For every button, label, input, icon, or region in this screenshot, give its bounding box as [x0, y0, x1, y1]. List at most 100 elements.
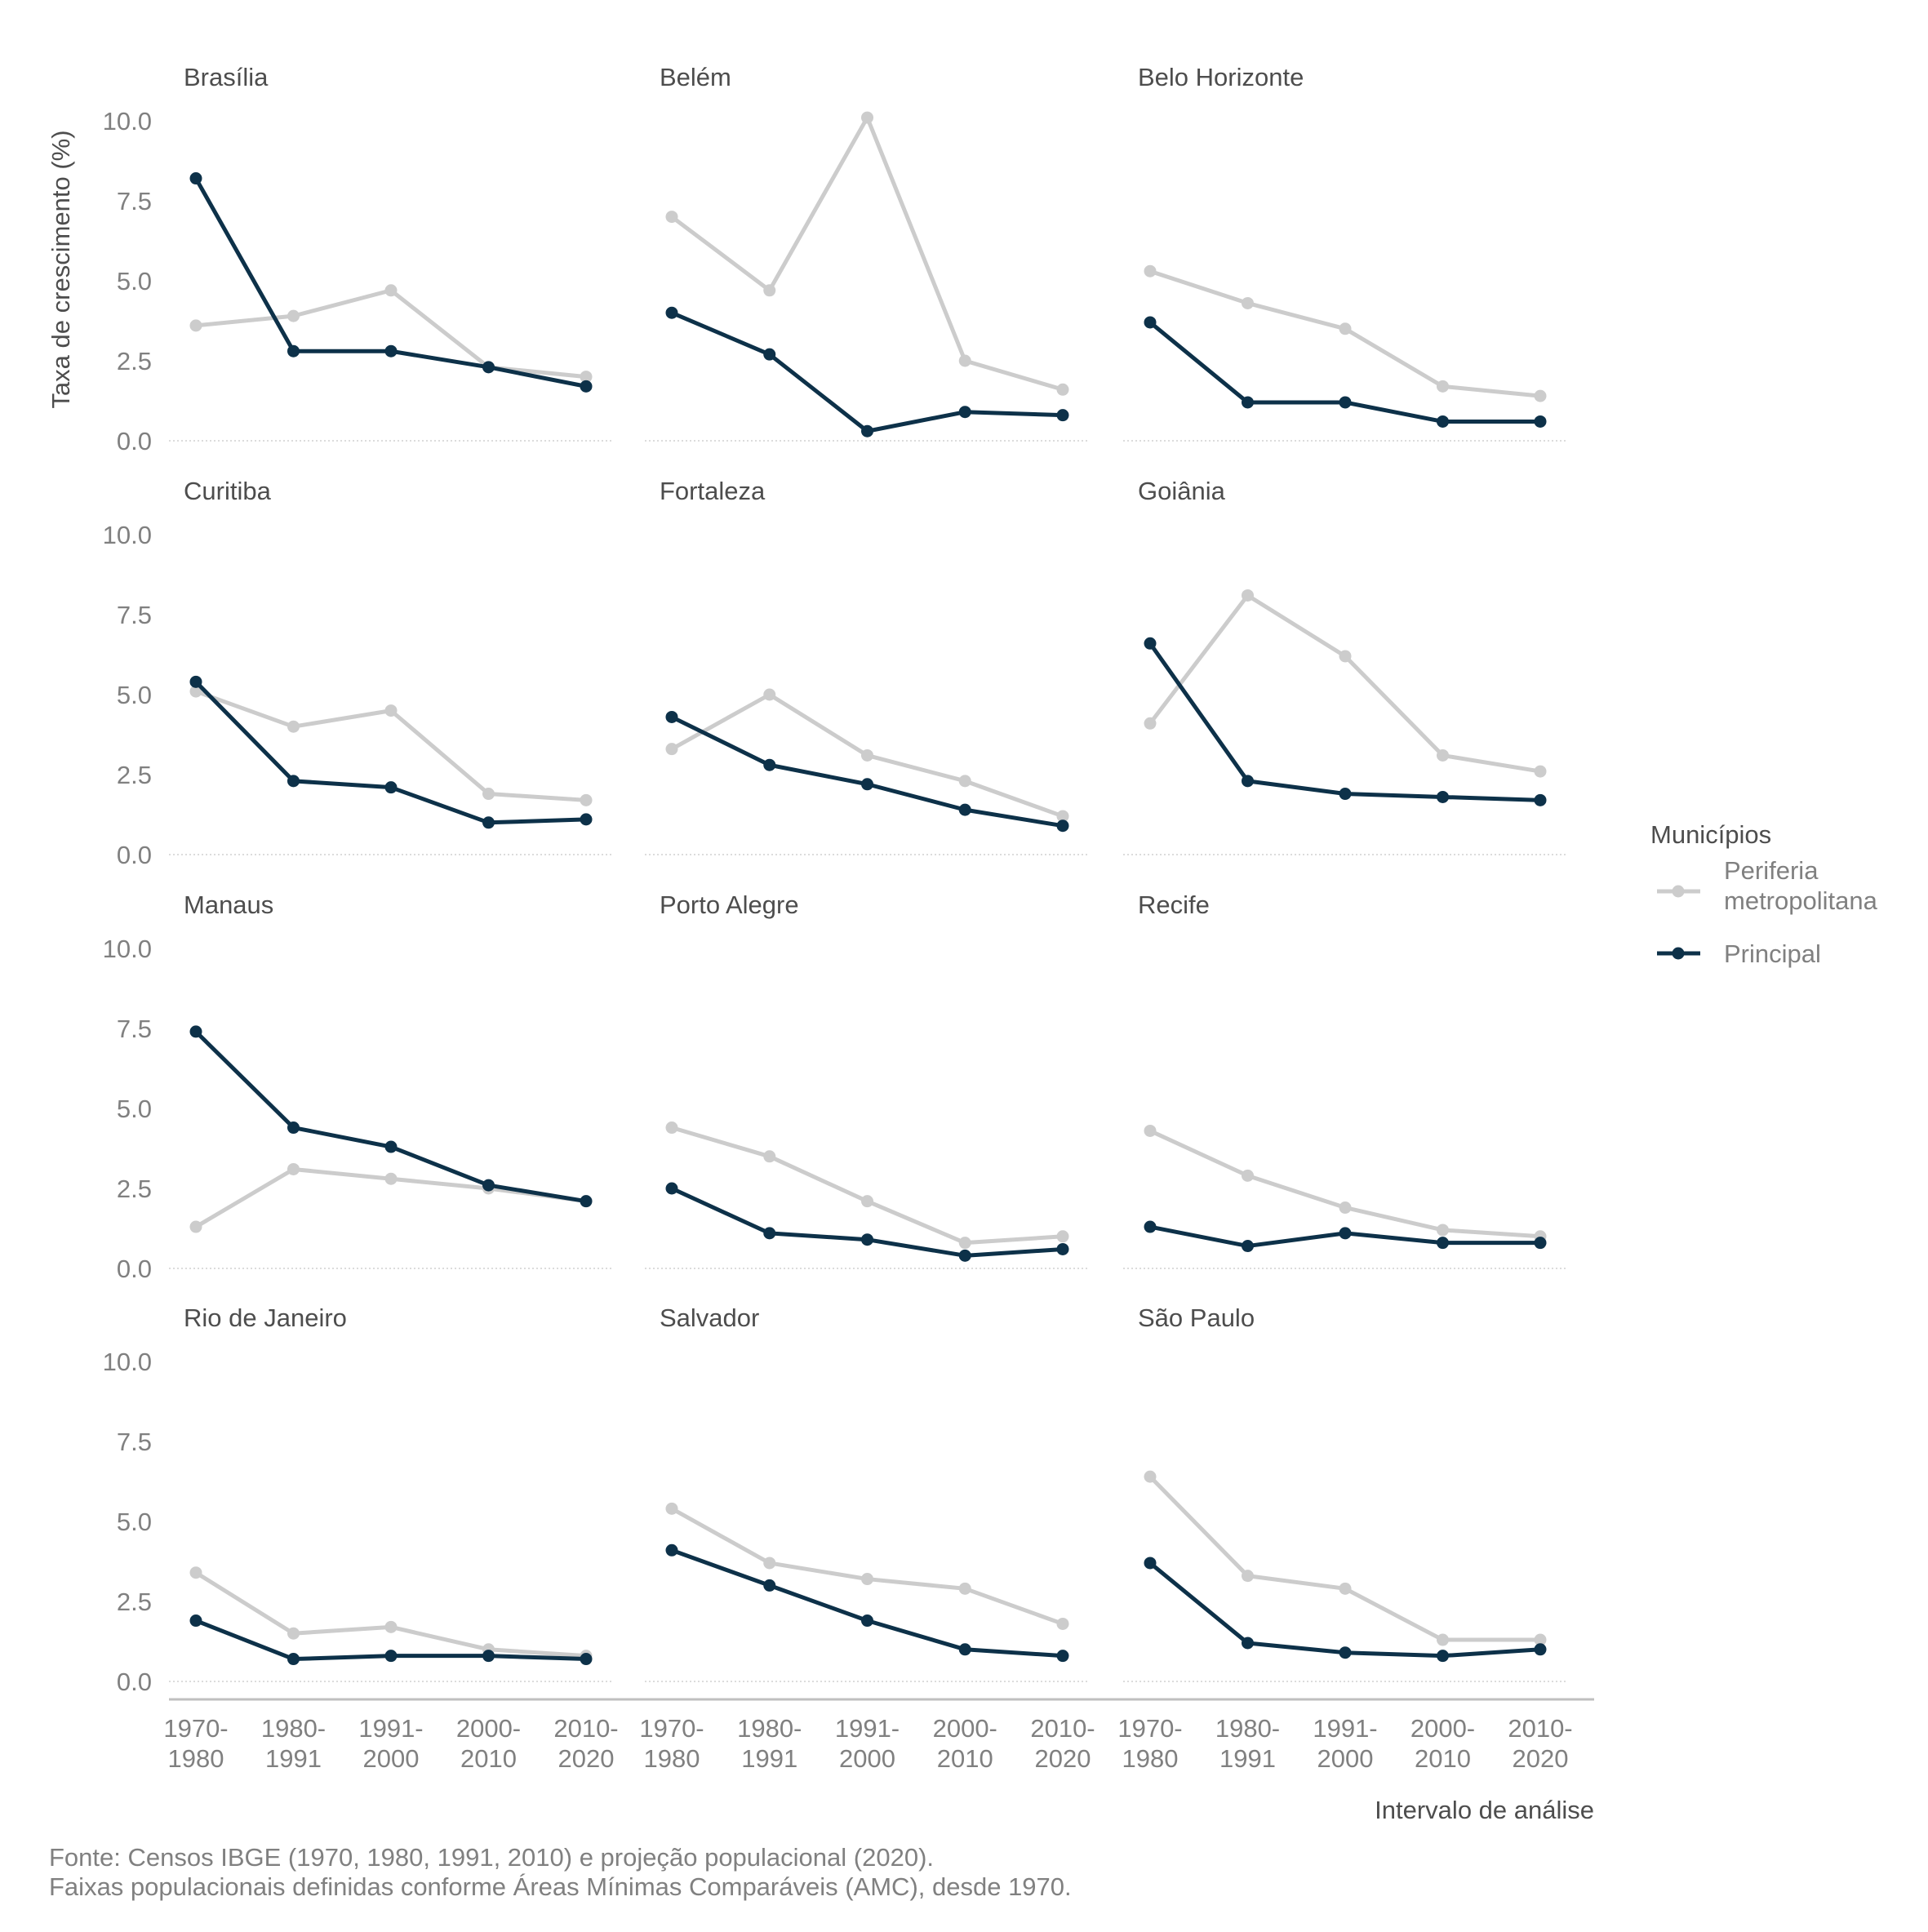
x-tick-label: 1980: [1122, 1744, 1179, 1773]
x-tick-label: 2010-: [1030, 1714, 1095, 1743]
caption-note: Faixas populacionais definidas conforme …: [49, 1872, 1072, 1901]
principal-point: [1534, 1643, 1547, 1656]
principal-point: [958, 1249, 971, 1262]
y-tick-label: 5.0: [117, 681, 152, 709]
y-tick-label: 2.5: [117, 347, 152, 375]
principal-point: [1339, 1646, 1352, 1659]
principal-point: [1056, 409, 1069, 422]
principal-point: [958, 1643, 971, 1656]
principal-point: [763, 1579, 776, 1592]
principal-point: [665, 710, 678, 723]
x-tick-label: 2000-: [933, 1714, 997, 1743]
periferia-point: [1056, 1230, 1069, 1243]
periferia-point: [287, 1162, 300, 1175]
principal-point: [1056, 819, 1069, 833]
periferia-point: [580, 371, 593, 384]
facet-panel: Fortaleza: [645, 477, 1090, 855]
principal-point: [763, 348, 776, 361]
facet-panel: Brasília 0.0 2.5 5.0 7.5 10.0: [103, 63, 613, 455]
facet-title: Belém: [660, 63, 731, 91]
periferia-point: [1534, 765, 1547, 778]
periferia-point: [958, 1237, 971, 1250]
y-tick-label: 5.0: [117, 1095, 152, 1123]
periferia-point: [1144, 1470, 1157, 1483]
periferia-point: [1144, 1124, 1157, 1137]
x-tick-label: 2000-: [456, 1714, 521, 1743]
y-tick-label: 7.5: [117, 187, 152, 215]
principal-point: [763, 758, 776, 771]
principal-point: [482, 1650, 495, 1663]
y-axis-title: Taxa de crescimento (%): [47, 130, 75, 408]
periferia-point: [1242, 1570, 1254, 1583]
principal-point: [1339, 396, 1352, 409]
principal-point: [189, 675, 202, 688]
x-tick-label: 2010-: [1508, 1714, 1572, 1743]
x-tick-label: 1970-: [163, 1714, 228, 1743]
periferia-line: [1148, 1129, 1541, 1239]
y-tick-label: 2.5: [117, 1175, 152, 1203]
x-axis-title: Intervalo de análise: [1375, 1796, 1594, 1824]
periferia-point: [861, 748, 873, 762]
facet-title: Salvador: [660, 1304, 759, 1332]
y-tick-label: 5.0: [117, 1508, 152, 1536]
x-tick-label: 1980-: [261, 1714, 326, 1743]
periferia-line: [670, 115, 1064, 392]
principal-line: [194, 680, 587, 825]
y-tick-label: 10.0: [103, 935, 152, 963]
principal-point: [1534, 793, 1547, 806]
facet-panel: Porto Alegre: [645, 890, 1090, 1269]
periferia-point: [1437, 380, 1449, 393]
periferia-point: [1242, 1169, 1254, 1182]
principal-point: [580, 813, 593, 826]
periferia-point: [1056, 810, 1069, 823]
periferia-point: [665, 1502, 678, 1515]
periferia-point: [1339, 1582, 1352, 1595]
facet-title: Belo Horizonte: [1138, 63, 1304, 91]
periferia-point: [1242, 296, 1254, 309]
periferia-point: [1534, 1633, 1547, 1646]
x-tick-label: 2020: [1035, 1744, 1091, 1773]
principal-point: [958, 803, 971, 816]
periferia-point: [580, 793, 593, 806]
facet-title: Rio de Janeiro: [184, 1304, 347, 1332]
principal-point: [189, 172, 202, 185]
x-tick-label: 1991-: [1313, 1714, 1377, 1743]
periferia-point: [1242, 588, 1254, 602]
principal-point: [1242, 775, 1254, 788]
principal-point: [189, 1614, 202, 1628]
periferia-point: [189, 1566, 202, 1579]
periferia-point: [482, 788, 495, 801]
periferia-point: [1339, 650, 1352, 663]
periferia-point: [1437, 748, 1449, 762]
x-tick-label: 1991-: [358, 1714, 423, 1743]
x-tick-label: 1991-: [835, 1714, 900, 1743]
principal-point: [1144, 637, 1157, 650]
principal-point: [1242, 1240, 1254, 1253]
x-tick-label: 1980: [168, 1744, 224, 1773]
facet-title: Recife: [1138, 890, 1210, 919]
principal-line: [1148, 1561, 1541, 1659]
principal-point: [384, 344, 398, 358]
principal-point: [580, 380, 593, 393]
periferia-point: [1144, 264, 1157, 278]
legend-title: Municípios: [1650, 820, 1771, 849]
periferia-point: [189, 319, 202, 332]
facet-panel: Curitiba 0.0 2.5 5.0 7.5 10.0: [103, 477, 613, 869]
periferia-point: [763, 688, 776, 701]
y-tick-label: 7.5: [117, 1015, 152, 1043]
y-tick-label: 0.0: [117, 1668, 152, 1696]
facet-panel: Belém: [645, 63, 1090, 442]
facet-title: Curitiba: [184, 477, 272, 505]
principal-point: [1437, 1650, 1449, 1663]
principal-point: [287, 1121, 300, 1135]
periferia-point: [1056, 383, 1069, 396]
facet-panel: Belo Horizonte: [1123, 63, 1567, 442]
y-tick-label: 7.5: [117, 601, 152, 629]
principal-point: [1437, 790, 1449, 803]
periferia-point: [958, 354, 971, 367]
x-tick-label: 2020: [1513, 1744, 1569, 1773]
principal-point: [763, 1227, 776, 1240]
